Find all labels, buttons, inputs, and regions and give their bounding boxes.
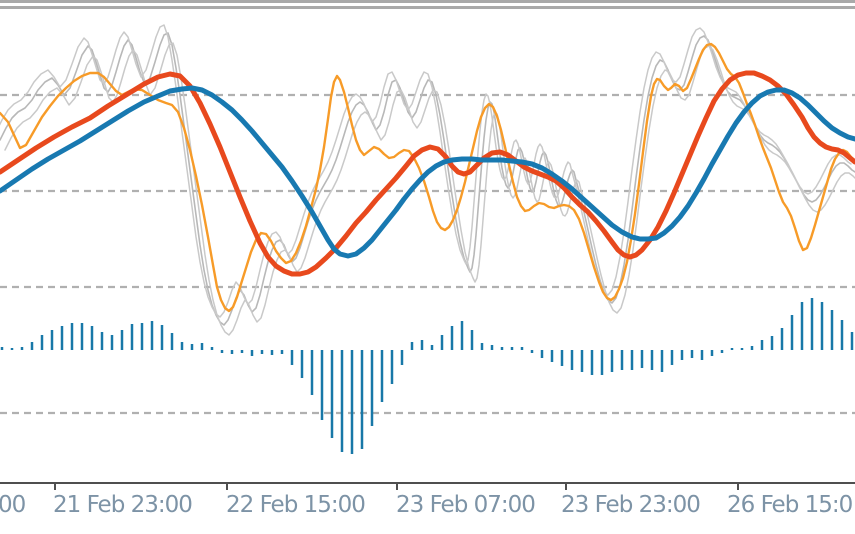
histogram-bars (0, 298, 854, 454)
splitter-line-bottom (0, 6, 855, 9)
series-slow-blue (0, 85, 855, 259)
x-axis-label: 22 Feb 15:00 (226, 492, 365, 518)
x-axis-label: 21 Feb 23:00 (53, 492, 192, 518)
x-axis-label: 23 Feb 23:00 (561, 492, 700, 518)
x-axis-label: 23 Feb 07:00 (396, 492, 535, 518)
panel-splitter[interactable] (0, 0, 855, 9)
series-signal-red (0, 70, 855, 277)
gridlines (0, 93, 855, 415)
x-axis-label: 26 Feb 15:0 (727, 492, 853, 518)
x-axis-label: 00 (0, 492, 26, 518)
series-raw-gray-1 (0, 32, 855, 326)
x-axis: 00 21 Feb 23:00 22 Feb 15:00 23 Feb 07:00 23… (0, 482, 855, 518)
splitter-line-top (0, 0, 855, 3)
series-raw-gray-3 (0, 24, 852, 318)
